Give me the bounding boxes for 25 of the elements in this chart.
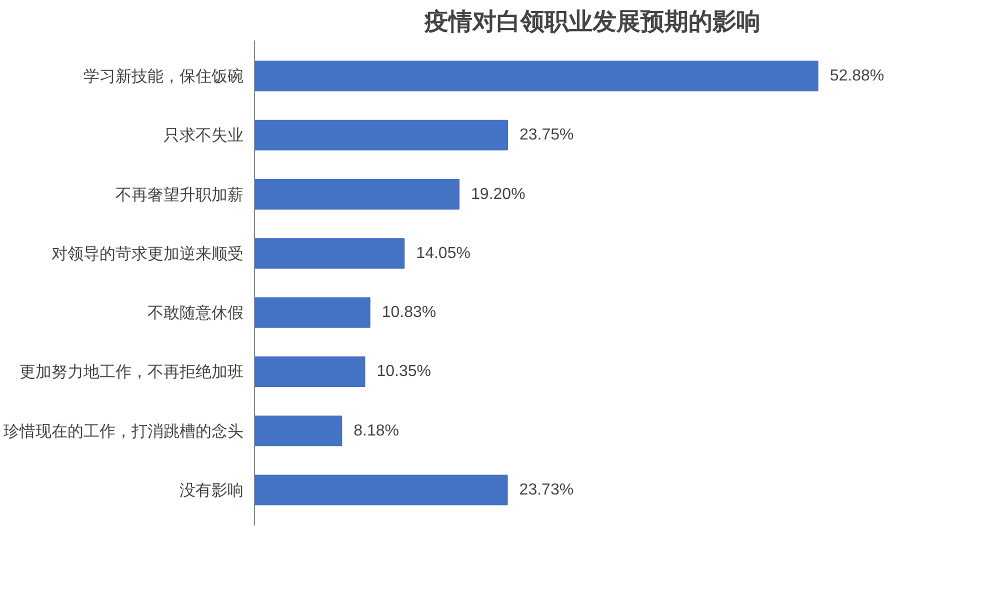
bar [254, 238, 405, 269]
y-tick-label: 只求不失业 [164, 126, 244, 145]
y-tick-label: 不敢随意休假 [148, 303, 244, 322]
data-label: 14.05% [416, 244, 470, 262]
chart-title: 疫情对白领职业发展预期的影响 [424, 8, 760, 36]
y-tick-label: 没有影响 [180, 480, 244, 500]
data-label: 23.73% [519, 482, 574, 499]
bar [254, 60, 818, 92]
bar [254, 416, 342, 446]
data-label: 23.75% [520, 126, 574, 144]
y-tick-label: 不再奢望升职加薪 [116, 184, 244, 204]
y-tick-label: 对领导的苛求更加逆来顺受 [52, 244, 244, 263]
bar [254, 356, 366, 388]
y-tick-label: 学习新技能，保住饭碗 [84, 66, 244, 86]
data-label: 10.35% [376, 363, 432, 380]
data-label: 10.83% [382, 304, 436, 322]
bar [254, 120, 508, 150]
y-tick-label: 更加努力地工作，不再拒绝加班 [20, 362, 244, 382]
y-tick-label: 珍惜现在的工作，打消跳槽的念头 [4, 421, 244, 440]
data-label: 19.20% [471, 186, 526, 203]
bar [254, 474, 508, 506]
data-label: 52.88% [830, 67, 884, 84]
data-label: 8.18% [354, 422, 400, 440]
bar [254, 297, 370, 328]
bar [254, 178, 460, 210]
